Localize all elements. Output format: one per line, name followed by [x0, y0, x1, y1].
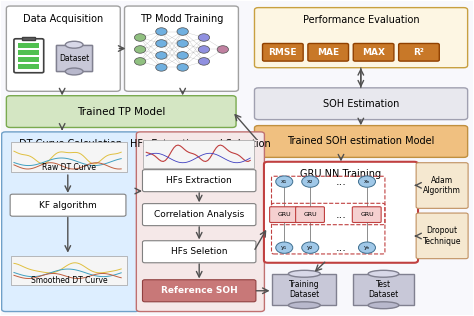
Bar: [22, 37, 35, 40]
FancyBboxPatch shape: [6, 96, 236, 127]
Circle shape: [135, 46, 146, 53]
FancyBboxPatch shape: [143, 170, 256, 192]
Bar: [273, 274, 336, 305]
Circle shape: [156, 28, 167, 35]
FancyBboxPatch shape: [143, 241, 256, 263]
Circle shape: [276, 176, 293, 187]
FancyBboxPatch shape: [255, 125, 468, 157]
Text: Test
Dataset: Test Dataset: [368, 280, 399, 299]
Text: KF algorithm: KF algorithm: [39, 201, 97, 210]
Text: Smoothed DT Curve: Smoothed DT Curve: [31, 276, 108, 285]
Text: y₁: y₁: [281, 245, 287, 250]
FancyBboxPatch shape: [263, 44, 303, 61]
FancyBboxPatch shape: [308, 44, 348, 61]
Text: MAE: MAE: [317, 48, 339, 57]
FancyBboxPatch shape: [125, 6, 238, 91]
Text: HFs Seletion: HFs Seletion: [171, 247, 228, 256]
Text: Reference SOH: Reference SOH: [161, 286, 237, 295]
FancyBboxPatch shape: [10, 194, 126, 216]
Text: ...: ...: [336, 243, 346, 253]
Circle shape: [302, 242, 319, 253]
FancyBboxPatch shape: [352, 207, 381, 222]
Text: HFs Extraction: HFs Extraction: [166, 176, 232, 185]
Text: yₙ: yₙ: [364, 245, 370, 250]
FancyBboxPatch shape: [143, 204, 256, 226]
Text: x₂: x₂: [307, 179, 313, 184]
Text: ...: ...: [336, 210, 346, 220]
Text: GRU: GRU: [360, 212, 374, 217]
Ellipse shape: [368, 302, 399, 309]
Bar: [18, 64, 39, 69]
Text: GRU: GRU: [303, 212, 317, 217]
Text: Correlation Analysis: Correlation Analysis: [154, 210, 244, 219]
Circle shape: [156, 64, 167, 71]
Text: R²: R²: [413, 48, 424, 57]
Circle shape: [198, 58, 210, 65]
Text: Trained SOH estimation Model: Trained SOH estimation Model: [287, 137, 435, 147]
Circle shape: [135, 34, 146, 41]
FancyBboxPatch shape: [296, 207, 324, 222]
Ellipse shape: [368, 270, 399, 277]
FancyBboxPatch shape: [416, 213, 468, 259]
Text: DT Curve Calculation: DT Curve Calculation: [19, 139, 122, 149]
Ellipse shape: [65, 68, 83, 75]
Text: Dropout
Technique: Dropout Technique: [423, 226, 461, 246]
FancyBboxPatch shape: [1, 132, 139, 312]
Circle shape: [358, 176, 375, 187]
Text: SOH Estimation: SOH Estimation: [323, 99, 399, 109]
Bar: [18, 51, 39, 55]
Bar: [144, 140, 255, 168]
Text: Raw DT Curve: Raw DT Curve: [42, 162, 96, 172]
Text: RMSE: RMSE: [269, 48, 297, 57]
Text: Adam
Algorithm: Adam Algorithm: [423, 176, 461, 195]
Circle shape: [177, 40, 188, 47]
FancyBboxPatch shape: [14, 39, 44, 73]
Ellipse shape: [288, 302, 320, 309]
Text: Performance Evaluation: Performance Evaluation: [303, 15, 419, 25]
Bar: [353, 274, 414, 305]
Bar: [18, 44, 39, 48]
Circle shape: [276, 242, 293, 253]
Text: Dataset: Dataset: [59, 54, 89, 63]
Bar: [11, 142, 127, 172]
Bar: [18, 57, 39, 62]
Text: HFs Extraction and Selection: HFs Extraction and Selection: [130, 139, 271, 149]
Circle shape: [135, 58, 146, 65]
FancyBboxPatch shape: [255, 8, 468, 68]
Circle shape: [156, 52, 167, 59]
Bar: [11, 256, 127, 285]
FancyBboxPatch shape: [416, 163, 468, 208]
Circle shape: [302, 176, 319, 187]
Text: Training
Dataset: Training Dataset: [289, 280, 319, 299]
Circle shape: [358, 242, 375, 253]
Text: x₁: x₁: [281, 179, 287, 184]
FancyBboxPatch shape: [6, 6, 120, 91]
FancyBboxPatch shape: [137, 132, 264, 312]
FancyBboxPatch shape: [264, 162, 418, 263]
Circle shape: [177, 52, 188, 59]
Text: Data Acquisition: Data Acquisition: [23, 14, 103, 24]
Text: y₂: y₂: [307, 245, 313, 250]
Circle shape: [177, 64, 188, 71]
Circle shape: [198, 34, 210, 41]
Text: MAX: MAX: [362, 48, 385, 57]
FancyBboxPatch shape: [353, 44, 394, 61]
Ellipse shape: [288, 270, 320, 277]
Circle shape: [177, 28, 188, 35]
Circle shape: [156, 40, 167, 47]
Text: ...: ...: [336, 177, 346, 186]
Text: GRU: GRU: [277, 212, 291, 217]
Circle shape: [198, 46, 210, 53]
Text: GRU NN Training: GRU NN Training: [301, 169, 382, 179]
FancyBboxPatch shape: [255, 88, 468, 120]
Text: Trained TP Model: Trained TP Model: [77, 106, 165, 117]
FancyBboxPatch shape: [399, 44, 439, 61]
FancyBboxPatch shape: [270, 207, 299, 222]
Text: TP Modd Training: TP Modd Training: [140, 14, 223, 24]
Circle shape: [217, 46, 228, 53]
Bar: [56, 45, 92, 71]
FancyBboxPatch shape: [143, 280, 256, 302]
Text: xₙ: xₙ: [364, 179, 370, 184]
Ellipse shape: [65, 41, 83, 48]
